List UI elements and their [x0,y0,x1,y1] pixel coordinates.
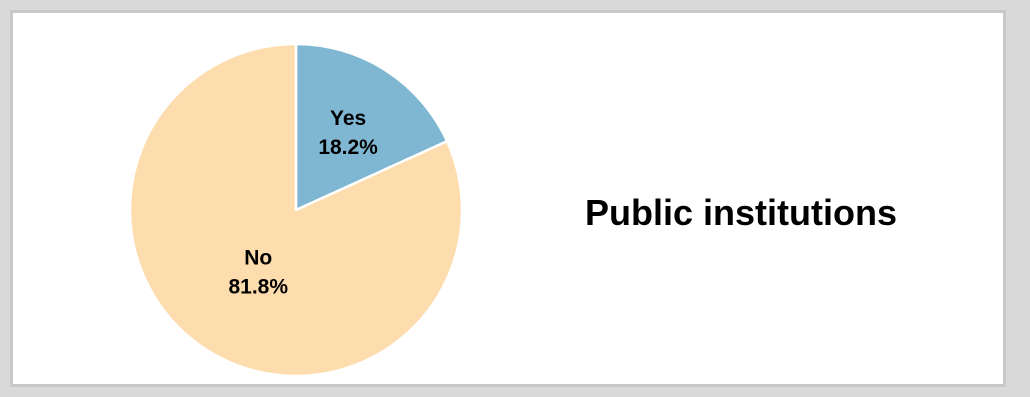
slice-percent-no: 81.8% [228,276,288,299]
chart-title: Public institutions [585,192,897,233]
slice-percent-yes: 18.2% [318,136,378,159]
slice-labels: Yes 18.2% No 81.8% [228,107,378,299]
pie-chart: Yes 18.2% No 81.8% Public institutions [128,42,897,378]
pie-slices [128,42,464,378]
slice-label-yes: Yes [330,107,366,130]
pie-slice-yes [294,42,449,212]
slice-label-no: No [244,247,272,270]
chart-frame: Yes 18.2% No 81.8% Public institutions [10,10,1006,387]
pie-slice-no [128,42,464,378]
